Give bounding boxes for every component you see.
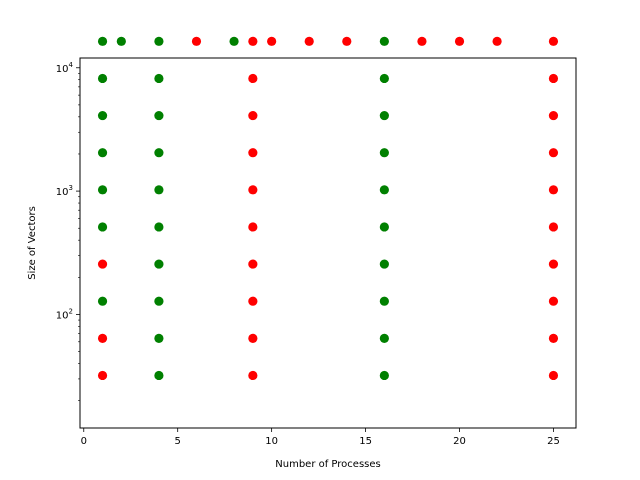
data-point [154, 333, 164, 343]
data-point [191, 36, 202, 46]
data-point [379, 185, 389, 195]
x-tick-label: 20 [453, 436, 466, 447]
data-point [548, 148, 559, 158]
y-axis-label: Size of Vectors [27, 206, 38, 280]
data-point [97, 148, 108, 158]
y-tick-label: 104 [56, 61, 74, 75]
data-point [97, 36, 108, 46]
data-point [548, 73, 559, 84]
data-point [492, 36, 502, 46]
data-point [154, 370, 164, 381]
x-tick-label: 25 [547, 436, 560, 447]
data-point [248, 36, 258, 46]
data-point [248, 333, 258, 343]
x-tick-label: 15 [359, 436, 372, 447]
data-point [417, 36, 427, 46]
data-point [248, 110, 258, 121]
x-tick-label: 0 [81, 436, 87, 447]
x-tick-label: 5 [175, 436, 181, 447]
data-point [379, 333, 389, 343]
data-point [248, 296, 258, 306]
data-point [97, 185, 108, 195]
data-point [304, 36, 314, 46]
data-point [154, 73, 164, 84]
data-point [97, 110, 108, 121]
data-point [548, 185, 559, 195]
x-axis-ticks: 0 5 10 15 20 25 [81, 428, 560, 447]
data-point [379, 296, 389, 306]
data-point [248, 222, 258, 232]
data-point [454, 36, 465, 46]
data-point [154, 148, 164, 158]
data-point [97, 259, 108, 269]
plot-area-frame [79, 57, 577, 429]
data-point [97, 370, 108, 381]
data-point [379, 259, 389, 269]
data-point [248, 259, 258, 269]
y-axis-ticks: 102 103 104 [56, 61, 80, 401]
data-point [248, 148, 258, 158]
x-tick-label: 10 [265, 436, 278, 447]
data-point [97, 296, 108, 306]
data-point [154, 296, 164, 306]
data-point [267, 36, 277, 46]
data-point [379, 110, 389, 121]
data-point [229, 36, 239, 46]
data-point [154, 222, 164, 232]
data-point [248, 185, 258, 195]
data-point [116, 36, 126, 46]
x-axis-label: Number of Processes [275, 459, 380, 470]
data-point [379, 36, 389, 46]
data-point [154, 36, 164, 46]
data-point [379, 370, 389, 381]
data-point [548, 296, 559, 306]
data-point [548, 110, 559, 121]
data-point [342, 36, 352, 46]
data-point [97, 73, 108, 84]
data-point [548, 222, 559, 232]
data-point [248, 73, 258, 84]
data-point [97, 222, 108, 232]
y-tick-label: 102 [56, 307, 73, 321]
data-points [97, 36, 559, 381]
data-point [248, 370, 258, 381]
data-point [548, 259, 559, 269]
data-point [154, 185, 164, 195]
data-point [154, 259, 164, 269]
data-point [97, 333, 108, 343]
data-point [154, 110, 164, 121]
y-tick-label: 103 [56, 184, 73, 198]
data-point [548, 333, 559, 343]
data-point [548, 36, 559, 46]
data-point [548, 370, 559, 381]
data-point [379, 148, 389, 158]
data-point [379, 73, 389, 84]
data-point [379, 222, 389, 232]
